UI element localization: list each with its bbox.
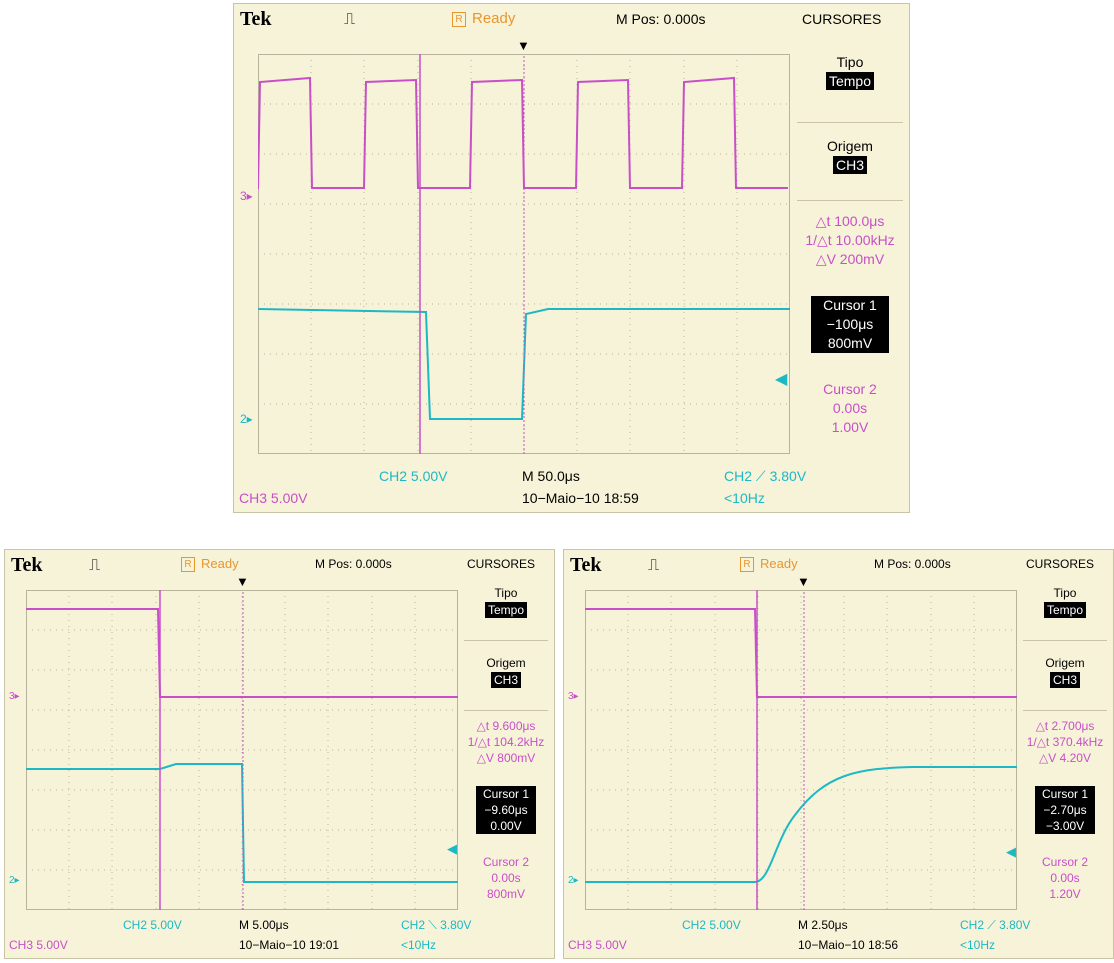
origem-menu-item[interactable]: Origem CH3 <box>1045 656 1085 688</box>
cursor-side-menu: Tipo Tempo Origem CH3 △t 9.600μs 1/△t 10… <box>458 580 554 920</box>
status-footer: CH2 5.00V CH3 5.00V M 50.0μs 10−Maio−10 … <box>234 464 909 512</box>
acquisition-pulse-icon: ⎍ <box>344 11 356 28</box>
ch2-ground-marker: 2▸ <box>240 412 253 426</box>
ch2-ground-marker: 2▸ <box>9 875 20 886</box>
cursor-level-arrow-icon: ◀ <box>447 841 457 856</box>
cursor2-menu-item[interactable]: Cursor 2 0.00s 1.00V <box>823 381 877 435</box>
delta-readout: △t 100.0μs 1/△t 10.00kHz △V 200mV <box>805 213 895 267</box>
origem-menu-item[interactable]: Origem CH3 <box>827 138 873 174</box>
ch3-scale: CH3 5.00V <box>239 490 308 506</box>
acquisition-pulse-icon: ⎍ <box>89 557 101 574</box>
origem-menu-item[interactable]: Origem CH3 <box>486 656 526 688</box>
ch2-waveform <box>26 763 458 883</box>
ch3-waveform <box>258 76 788 190</box>
run-status: R Ready <box>740 556 798 572</box>
ch3-ground-marker: 3▸ <box>9 691 20 702</box>
trigger-frequency: <10Hz <box>401 938 437 952</box>
oscilloscope-screen-1: Tek ⎍ R Ready M Pos: 0.000s CURSORES ▼ 3▸… <box>233 3 910 513</box>
cursor1-menu-item[interactable]: Cursor 1 −100μs 800mV <box>811 296 889 353</box>
cursor1-menu-item[interactable]: Cursor 1 −9.60μs 0.00V <box>476 786 536 834</box>
timebase: M 2.50μs <box>798 918 848 932</box>
trigger-position-icon: ▼ <box>236 574 249 589</box>
brand-logo: Tek <box>570 554 602 576</box>
menu-title: CURSORES <box>467 557 536 571</box>
tipo-menu-item[interactable]: Tipo Tempo <box>791 54 909 90</box>
run-status: R Ready <box>452 10 515 27</box>
header-bar: Tek ⎍ R Ready M Pos: 0.000s CURSORES <box>234 4 909 34</box>
ch2-scale: CH2 5.00V <box>682 918 741 932</box>
trigger-setting: CH2 ⟋ 3.80V <box>960 918 1031 932</box>
delta-readout: △t 9.600μs 1/△t 104.2kHz △V 800mV <box>467 719 545 765</box>
brand-logo: Tek <box>11 554 43 576</box>
date-time: 10−Maio−10 18:59 <box>522 490 639 506</box>
cursor-side-menu: Tipo Tempo Origem CH3 △t 100.0μs 1/△t 10… <box>791 34 909 474</box>
brand-logo: Tek <box>240 8 272 30</box>
menu-title: CURSORES <box>802 11 882 27</box>
cursor-level-arrow-icon: ◀ <box>1006 844 1016 859</box>
menu-position: M Pos: 0.000s <box>616 11 706 27</box>
cursor2-menu-item[interactable]: Cursor 2 0.00s 1.20V <box>1041 855 1088 901</box>
ch2-scale: CH2 5.00V <box>123 918 182 932</box>
status-footer: CH2 5.00V CH3 5.00V M 5.00μs 10−Maio−10 … <box>5 916 554 958</box>
ch2-waveform <box>258 308 790 420</box>
menu-position: M Pos: 0.000s <box>874 557 951 571</box>
oscilloscope-screen-3: Tek ⎍ R Ready M Pos: 0.000s CURSORES ▼ 3▸… <box>563 549 1114 959</box>
acquisition-pulse-icon: ⎍ <box>648 557 660 574</box>
header-bar: Tek ⎍ R Ready M Pos: 0.000s CURSORES <box>564 550 1113 580</box>
cursor-side-menu: Tipo Tempo Origem CH3 △t 2.700μs 1/△t 37… <box>1017 580 1113 920</box>
tipo-menu-item[interactable]: Tipo Tempo <box>1017 586 1113 618</box>
trigger-frequency: <10Hz <box>724 490 765 506</box>
trigger-setting: CH2 ⟋ 3.80V <box>724 468 807 484</box>
tipo-menu-item[interactable]: Tipo Tempo <box>458 586 554 618</box>
trigger-position-icon: ▼ <box>517 38 530 53</box>
cursor1-menu-item[interactable]: Cursor 1 −2.70μs −3.00V <box>1035 786 1095 834</box>
run-status: R Ready <box>181 556 239 572</box>
waveform-graticule <box>585 590 1017 910</box>
waveform-graticule <box>258 54 790 454</box>
date-time: 10−Maio−10 19:01 <box>239 938 340 952</box>
delta-readout: △t 2.700μs 1/△t 370.4kHz △V 4.20V <box>1026 719 1104 765</box>
ch3-scale: CH3 5.00V <box>9 938 68 952</box>
ch3-ground-marker: 3▸ <box>240 189 253 203</box>
status-footer: CH2 5.00V CH3 5.00V M 2.50μs 10−Maio−10 … <box>564 916 1113 958</box>
ch2-ground-marker: 2▸ <box>568 875 579 886</box>
menu-position: M Pos: 0.000s <box>315 557 392 571</box>
timebase: M 5.00μs <box>239 918 289 932</box>
ch3-ground-marker: 3▸ <box>568 691 579 702</box>
ch3-scale: CH3 5.00V <box>568 938 627 952</box>
ch3-waveform <box>26 608 458 698</box>
waveform-graticule <box>26 590 458 910</box>
trigger-frequency: <10Hz <box>960 938 996 952</box>
header-bar: Tek ⎍ R Ready M Pos: 0.000s CURSORES <box>5 550 554 580</box>
ch2-waveform <box>585 766 1017 883</box>
cursor2-menu-item[interactable]: Cursor 2 0.00s 800mV <box>482 855 529 901</box>
ch3-waveform <box>585 608 1017 698</box>
oscilloscope-screen-2: Tek ⎍ R Ready M Pos: 0.000s CURSORES ▼ 3▸… <box>4 549 555 959</box>
timebase: M 50.0μs <box>522 468 580 484</box>
ch2-scale: CH2 5.00V <box>379 468 448 484</box>
cursor-level-arrow-icon: ◀ <box>775 371 788 388</box>
menu-title: CURSORES <box>1026 557 1095 571</box>
trigger-setting: CH2 ⟍ 3.80V <box>401 918 472 932</box>
date-time: 10−Maio−10 18:56 <box>798 938 899 952</box>
trigger-position-icon: ▼ <box>797 574 810 589</box>
